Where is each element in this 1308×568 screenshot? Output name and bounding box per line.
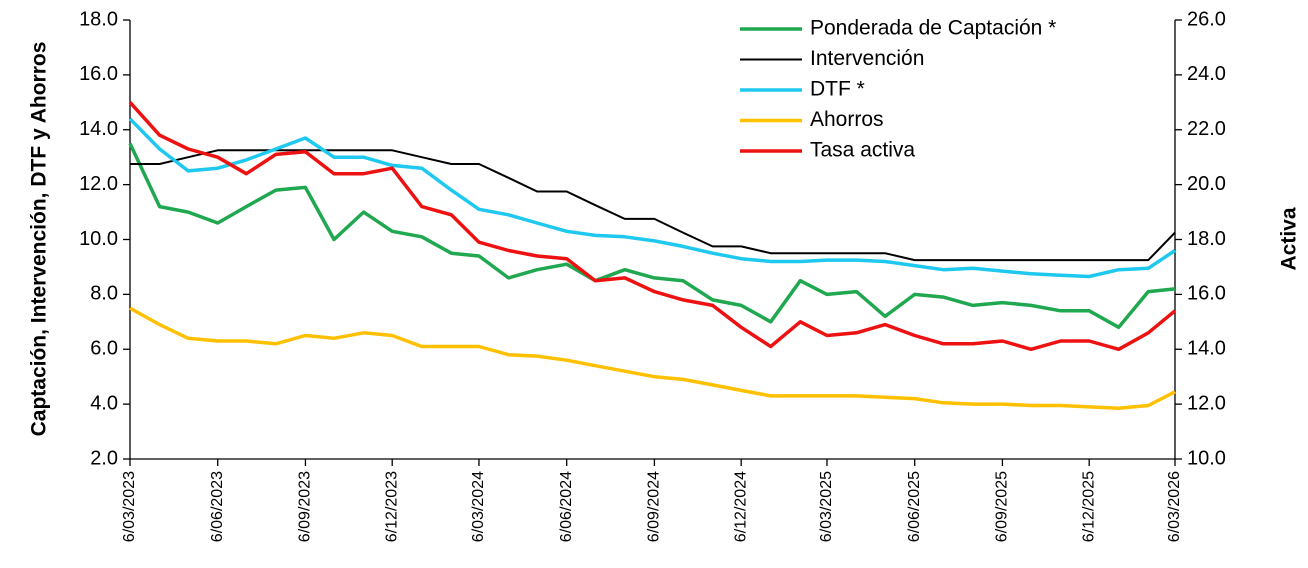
legend-label: Intervención: [810, 47, 924, 70]
y-tick-label: 10.0: [79, 228, 118, 250]
y-tick-label: 6.0: [90, 338, 118, 360]
y-tick-label: 12.0: [79, 173, 118, 195]
y2-tick-label: 18.0: [1187, 228, 1226, 250]
y2-tick-label: 20.0: [1187, 173, 1226, 195]
x-tick-label: 6/12/2025: [1080, 471, 1097, 542]
y2-tick-label: 12.0: [1187, 392, 1226, 414]
x-tick-label: 6/03/2025: [818, 471, 835, 542]
series-line: [130, 149, 1176, 262]
y2-tick-label: 22.0: [1187, 118, 1226, 140]
x-tick-label: 6/09/2025: [994, 471, 1011, 542]
y-tick-label: 16.0: [79, 63, 118, 85]
x-tick-label: 6/06/2025: [906, 471, 923, 542]
x-tick-label: 6/03/2026: [1166, 471, 1183, 542]
legend-label: Ahorros: [810, 108, 884, 131]
y2-tick-label: 14.0: [1187, 338, 1226, 360]
x-tick-label: 6/06/2024: [558, 471, 575, 542]
legend-label: DTF *: [810, 78, 865, 101]
x-tick-label: 6/12/2024: [732, 471, 749, 542]
series-line: [128, 101, 1177, 352]
x-tick-label: 6/03/2023: [121, 471, 138, 542]
x-tick-label: 6/09/2023: [297, 471, 314, 542]
y2-tick-label: 16.0: [1187, 283, 1226, 305]
series-line: [129, 306, 1176, 410]
x-tick-label: 6/03/2024: [470, 471, 487, 542]
y-axis-title: Captación, Intervención, DTF y Ahorros: [28, 42, 51, 437]
x-tick-label: 6/12/2023: [383, 471, 400, 542]
series-line: [128, 142, 1176, 330]
x-tick-label: 6/06/2023: [209, 471, 226, 542]
y-tick-label: 18.0: [79, 8, 118, 30]
x-tick-label: 6/09/2024: [646, 471, 663, 542]
legend-label: Tasa activa: [810, 139, 915, 162]
y-tick-label: 4.0: [90, 392, 118, 414]
y-tick-label: 8.0: [90, 283, 118, 305]
legend-label: Ponderada de Captación *: [810, 17, 1056, 40]
series-line: [128, 117, 1176, 279]
y2-tick-label: 10.0: [1187, 447, 1226, 469]
y-tick-label: 14.0: [79, 118, 118, 140]
y2-axis-title: Activa: [1278, 207, 1301, 270]
y2-tick-label: 24.0: [1187, 63, 1226, 85]
y2-tick-label: 26.0: [1187, 8, 1226, 30]
y-tick-label: 2.0: [90, 447, 118, 469]
